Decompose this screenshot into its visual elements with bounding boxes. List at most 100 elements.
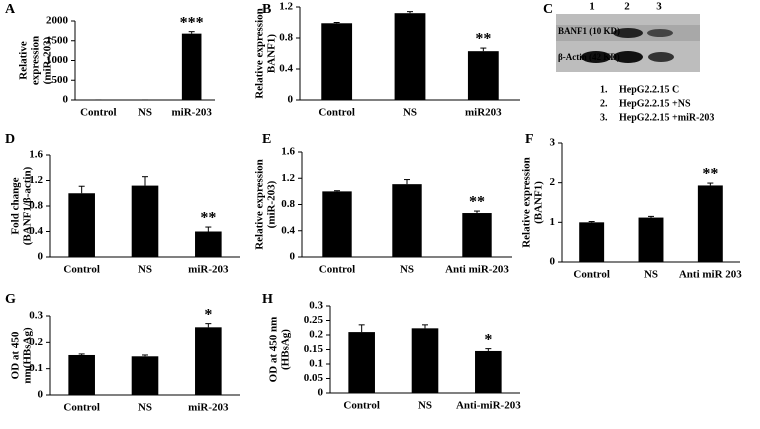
- x-tick-label: NS: [138, 402, 152, 414]
- x-tick-label: NS: [418, 400, 432, 412]
- lane-label: 2: [624, 1, 630, 13]
- y-axis-label: OD at 450: [10, 331, 22, 379]
- panel-letter: A: [5, 2, 16, 17]
- y-axis-label: Relative: [18, 41, 30, 80]
- significance-label: **: [469, 194, 485, 211]
- y-tick-label: 0.2: [309, 329, 323, 341]
- x-tick-label: NS: [138, 264, 152, 276]
- panel-letter: C: [543, 2, 553, 17]
- y-axis-label: Relative expression: [521, 157, 533, 248]
- y-tick-label: 0.4: [281, 224, 295, 236]
- y-tick-label: 1500: [46, 34, 69, 46]
- panel-letter: G: [5, 292, 16, 307]
- y-axis-label: Relative expression: [254, 159, 266, 250]
- y-tick-label: 0: [63, 94, 69, 106]
- y-axis-label: BANF1): [266, 34, 278, 73]
- y-tick-label: 0: [38, 251, 44, 263]
- y-tick-label: 1: [550, 216, 556, 228]
- y-tick-label: 2: [550, 176, 556, 188]
- legend-label: HepG2.2.15 +miR-203: [619, 112, 714, 123]
- blot-row-label: BANF1 (10 KD): [558, 26, 620, 36]
- bar: [131, 185, 159, 257]
- bar: [322, 191, 352, 257]
- y-tick-label: 1.6: [281, 146, 295, 158]
- x-tick-label: miR-203: [188, 402, 229, 414]
- bar: [195, 327, 222, 395]
- bar: [131, 356, 159, 395]
- bar: [195, 231, 222, 257]
- x-tick-label: NS: [138, 107, 152, 119]
- x-tick-label: NS: [403, 107, 417, 119]
- x-tick-label: miR-203: [172, 107, 213, 119]
- x-tick-label: Control: [80, 107, 116, 119]
- significance-label: ***: [180, 14, 204, 31]
- y-tick-label: 0.4: [279, 63, 293, 75]
- significance-label: **: [200, 210, 216, 227]
- y-tick-label: 0: [38, 389, 44, 401]
- y-tick-label: 1.6: [29, 149, 43, 161]
- y-tick-label: 0.8: [281, 198, 295, 210]
- y-axis-label: expression: [30, 36, 42, 85]
- blot-band: [581, 51, 611, 63]
- y-tick-label: 0.1: [309, 358, 323, 370]
- legend-number: 3.: [600, 112, 608, 123]
- y-tick-label: 500: [52, 74, 69, 86]
- bar: [467, 51, 499, 100]
- y-tick-label: 2000: [46, 15, 69, 27]
- y-tick-label: 1.2: [281, 172, 295, 184]
- x-tick-label: Control: [573, 269, 609, 281]
- blot-band: [613, 51, 643, 63]
- bar: [579, 222, 605, 262]
- y-tick-label: 0.05: [304, 372, 324, 384]
- x-tick-label: NS: [644, 269, 658, 281]
- lane-label: 1: [589, 1, 595, 13]
- blot-background: [556, 14, 700, 72]
- y-tick-label: 0.3: [309, 300, 323, 312]
- panel-letter: F: [525, 132, 534, 147]
- y-tick-label: 0.8: [29, 200, 43, 212]
- y-tick-label: 0: [550, 256, 556, 268]
- y-tick-label: 0.1: [29, 362, 43, 374]
- x-tick-label: Control: [63, 402, 99, 414]
- bar: [638, 217, 664, 262]
- panel-letter: D: [5, 132, 15, 147]
- significance-label: *: [484, 331, 492, 348]
- y-axis-label: nm(HBsAg): [22, 327, 34, 384]
- x-tick-label: Anti-miR-203: [456, 400, 521, 412]
- bar: [181, 33, 202, 100]
- significance-label: **: [475, 31, 491, 48]
- bar: [411, 328, 439, 393]
- x-tick-label: NS: [400, 264, 414, 276]
- x-tick-label: miR203: [465, 107, 502, 119]
- y-tick-label: 0: [288, 94, 294, 106]
- bar: [348, 332, 375, 393]
- x-tick-label: Anti miR 203: [679, 269, 742, 281]
- bar: [394, 13, 426, 101]
- y-tick-label: 1.2: [29, 174, 43, 186]
- panel-letter: E: [262, 132, 271, 147]
- bar: [321, 23, 353, 100]
- y-tick-label: 0: [318, 387, 324, 399]
- legend-label: HepG2.2.15 C: [619, 84, 679, 95]
- panel-letter: H: [262, 292, 273, 307]
- bar: [68, 193, 95, 257]
- y-axis-label: Fold change: [10, 177, 22, 234]
- x-tick-label: Control: [318, 107, 354, 119]
- y-axis-label: (HBsAg): [280, 329, 292, 370]
- panel-letter: B: [262, 2, 271, 17]
- y-tick-label: 0.15: [304, 343, 324, 355]
- x-tick-label: Anti miR-203: [445, 264, 509, 276]
- blot-band: [613, 28, 643, 38]
- y-axis-label: (BANF1/β-actin): [22, 166, 34, 245]
- x-tick-label: Control: [343, 400, 379, 412]
- y-axis-label: (miR-203): [266, 180, 278, 228]
- y-axis-label: (miR-203): [42, 36, 54, 84]
- y-tick-label: 0.25: [304, 314, 324, 326]
- bar: [68, 354, 95, 395]
- y-tick-label: 0.4: [29, 225, 43, 237]
- legend-number: 2.: [600, 98, 608, 109]
- y-axis-label: OD at 450 nm: [268, 317, 280, 383]
- y-tick-label: 3: [550, 137, 556, 149]
- y-tick-label: 1.2: [279, 1, 293, 13]
